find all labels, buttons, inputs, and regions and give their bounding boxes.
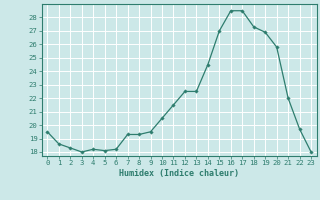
X-axis label: Humidex (Indice chaleur): Humidex (Indice chaleur) [119,169,239,178]
